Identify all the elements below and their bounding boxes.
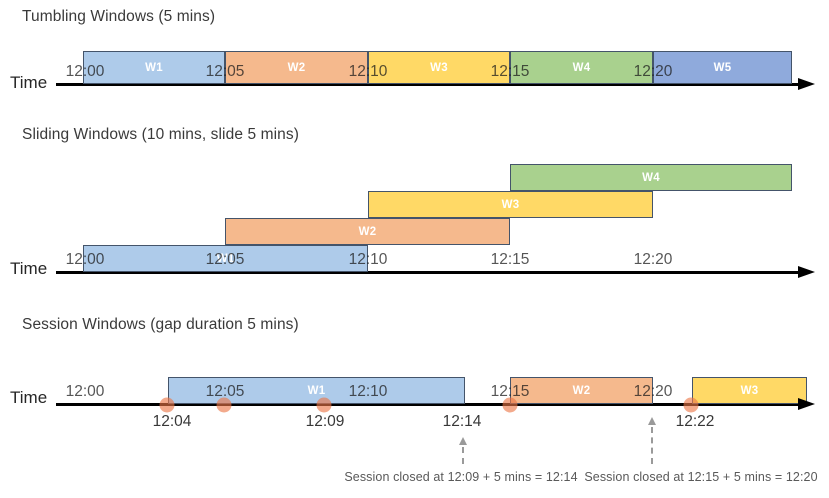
event-dot xyxy=(216,397,232,413)
window-label: W1 xyxy=(145,61,163,74)
window-label: W1 xyxy=(307,384,326,397)
tick-label: 12:10 xyxy=(348,251,388,268)
timeline-axis xyxy=(56,271,798,274)
window-label: W3 xyxy=(740,384,759,397)
tick-label: 12:05 xyxy=(205,63,245,80)
tick-label: 12:15 xyxy=(490,251,530,268)
tick-label: 12:05 xyxy=(205,251,245,268)
window-box-w2: W2 xyxy=(225,51,368,84)
window-box-w5: W5 xyxy=(653,51,792,84)
window-label: W4 xyxy=(642,171,660,184)
window-box-w1: W1 xyxy=(83,245,368,272)
window-label: W2 xyxy=(358,225,377,238)
window-box-w3: W3 xyxy=(368,51,510,84)
tick-label: 12:00 xyxy=(65,251,105,268)
tick-label: 12:15 xyxy=(490,63,530,80)
tick-label: 12:15 xyxy=(490,383,530,400)
tick-label: 12:00 xyxy=(65,383,105,400)
window-label: W2 xyxy=(572,384,591,397)
tick-label: 12:05 xyxy=(205,383,245,400)
event-time-label: 12:04 xyxy=(152,413,192,430)
tick-label: 12:20 xyxy=(633,63,673,80)
time-axis-label: Time xyxy=(10,259,48,278)
tick-label: 12:20 xyxy=(633,251,673,268)
callout-text: Session closed at 12:15 + 5 mins = 12:20 xyxy=(584,470,818,484)
window-box-w4: W4 xyxy=(510,51,653,84)
window-box-w3: W3 xyxy=(692,377,807,404)
time-axis-label: Time xyxy=(10,73,48,92)
event-time-label: 12:09 xyxy=(305,413,345,430)
event-time-label: 12:22 xyxy=(675,413,715,430)
event-dot xyxy=(316,397,332,413)
section-title: Tumbling Windows (5 mins) xyxy=(22,8,216,25)
timeline-arrowhead-icon xyxy=(798,398,815,410)
tick-label: 12:00 xyxy=(65,63,105,80)
timeline-axis xyxy=(56,83,798,86)
timeline-arrowhead-icon xyxy=(798,78,815,90)
window-box-w3: W3 xyxy=(368,191,653,218)
event-dot xyxy=(159,397,175,413)
tick-label: 12:10 xyxy=(348,63,388,80)
callout-dashed-line xyxy=(462,447,464,464)
callout-arrow-up-icon xyxy=(459,437,467,445)
event-time-label: 12:14 xyxy=(442,413,482,430)
section-title: Session Windows (gap duration 5 mins) xyxy=(22,316,299,333)
callout-arrow-up-icon xyxy=(648,417,656,425)
window-label: W1 xyxy=(216,252,235,265)
event-dot xyxy=(502,397,518,413)
callout-dashed-line xyxy=(651,427,653,464)
timeline-axis xyxy=(56,403,798,406)
window-label: W5 xyxy=(713,61,732,74)
section-title: Sliding Windows (10 mins, slide 5 mins) xyxy=(22,126,299,143)
window-box-w4: W4 xyxy=(510,164,792,191)
window-box-w2: W2 xyxy=(510,377,653,404)
event-dot xyxy=(683,397,699,413)
tick-label: 12:10 xyxy=(348,383,388,400)
timeline-arrowhead-icon xyxy=(798,266,815,278)
window-label: W2 xyxy=(287,61,306,74)
window-label: W4 xyxy=(572,61,591,74)
window-box-w1: W1 xyxy=(83,51,225,84)
window-label: W3 xyxy=(430,61,448,74)
window-label: W3 xyxy=(501,198,520,211)
window-box-w2: W2 xyxy=(225,218,510,245)
callout-text: Session closed at 12:09 + 5 mins = 12:14 xyxy=(344,470,578,484)
tick-label: 12:20 xyxy=(633,383,673,400)
time-axis-label: Time xyxy=(10,388,48,407)
